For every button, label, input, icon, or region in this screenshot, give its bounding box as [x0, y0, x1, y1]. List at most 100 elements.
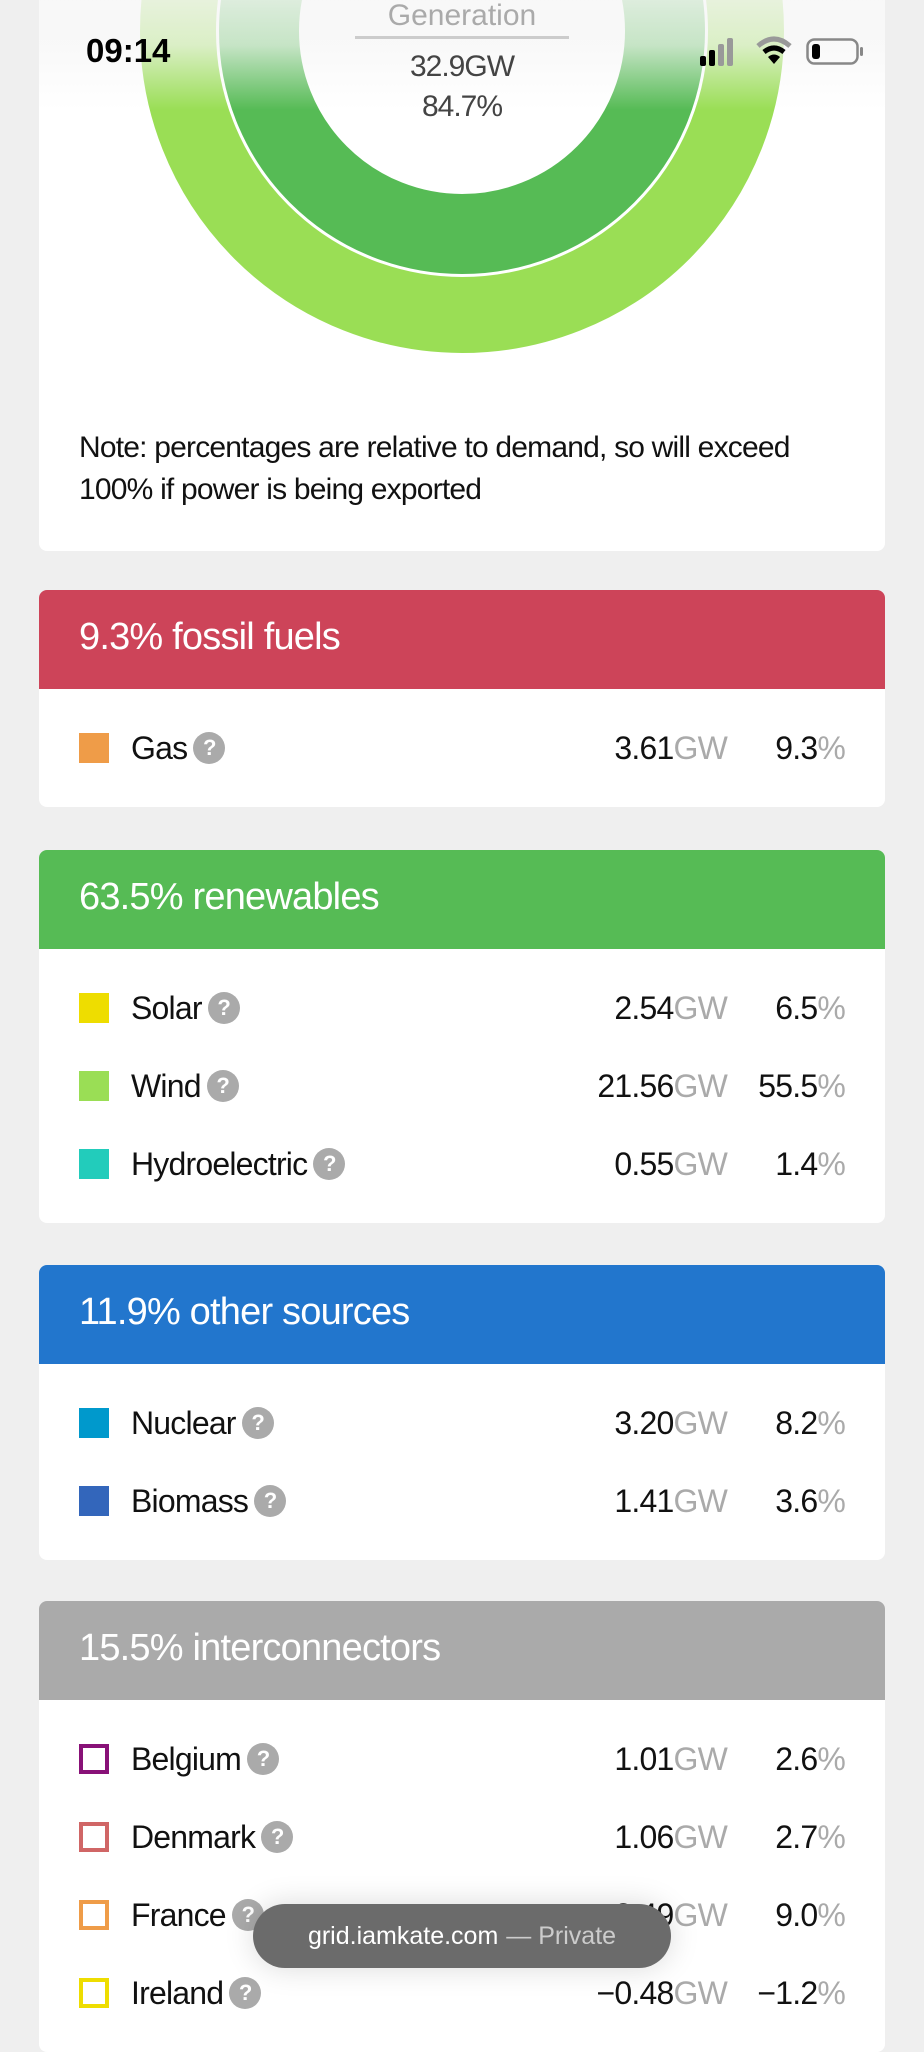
color-swatch	[79, 1149, 109, 1179]
help-icon[interactable]: ?	[313, 1148, 346, 1180]
power-value: 1.01GW	[577, 1741, 727, 1778]
help-icon[interactable]: ?	[193, 732, 226, 764]
gw-number: 3.61	[614, 729, 674, 766]
gw-unit: GW	[673, 1404, 728, 1441]
percent-value: 2.6%	[727, 1740, 846, 1778]
group-header: 15.5% interconnectors	[39, 1601, 885, 1700]
percent-number: 1.4	[775, 1145, 818, 1182]
generation-card: Generation 32.9GW 84.7% Note: percentage…	[39, 0, 885, 551]
gw-number: 1.01	[614, 1740, 674, 1777]
group-card-fossil-fuels: 9.3% fossil fuels Gas ? 3.61GW 9.3%	[39, 590, 885, 807]
percent-number: 9.0	[775, 1896, 818, 1933]
gw-unit: GW	[673, 989, 728, 1026]
battery-icon	[806, 38, 863, 65]
source-name: Ireland	[131, 1974, 224, 2011]
power-value: 3.61GW	[577, 730, 727, 767]
color-swatch	[79, 1978, 109, 2008]
power-value: 2.54GW	[577, 990, 727, 1027]
gw-unit: GW	[673, 1974, 728, 2011]
wifi-icon	[756, 36, 792, 64]
group-card-renewables: 63.5% renewables Solar ? 2.54GW 6.5% Win…	[39, 850, 885, 1223]
gw-number: 1.41	[614, 1482, 674, 1519]
group-header: 11.9% other sources	[39, 1265, 885, 1364]
help-icon[interactable]: ?	[254, 1485, 287, 1517]
percent-unit: %	[817, 1740, 845, 1777]
source-name: Hydroelectric	[131, 1145, 308, 1182]
gw-number: 1.06	[614, 1818, 674, 1855]
color-swatch	[79, 1486, 109, 1516]
help-icon[interactable]: ?	[206, 1070, 239, 1102]
source-row: Solar ? 2.54GW 6.5%	[39, 969, 885, 1047]
percent-unit: %	[817, 1067, 845, 1104]
url-domain: grid.iamkate.com	[307, 1921, 499, 1950]
source-row: Wind ? 21.56GW 55.5%	[39, 1047, 885, 1125]
percent-number: 3.6	[775, 1482, 818, 1519]
help-icon[interactable]: ?	[207, 992, 240, 1024]
source-row: Belgium ? 1.01GW 2.6%	[39, 1720, 885, 1798]
percent-unit: %	[817, 989, 845, 1026]
source-name: Biomass	[131, 1482, 249, 1519]
percent-number: 2.7	[775, 1818, 818, 1855]
color-swatch	[79, 1900, 109, 1930]
percent-value: 9.0%	[727, 1896, 846, 1934]
group-header: 63.5% renewables	[39, 850, 885, 949]
percent-value: 55.5%	[727, 1067, 846, 1105]
source-name: Denmark	[131, 1818, 256, 1855]
percent-unit: %	[817, 1974, 845, 2011]
percent-number: 9.3	[775, 729, 818, 766]
gw-unit: GW	[673, 1067, 728, 1104]
source-row: Gas ? 3.61GW 9.3%	[39, 709, 885, 787]
power-value: −0.48GW	[577, 1974, 728, 2012]
generation-percent: 84.7%	[421, 90, 503, 123]
help-icon[interactable]: ?	[241, 1407, 274, 1439]
percent-unit: %	[817, 1818, 845, 1855]
group-card-other-sources: 11.9% other sources Nuclear ? 3.20GW 8.2…	[39, 1265, 885, 1560]
percent-unit: %	[817, 1896, 845, 1933]
source-row: Biomass ? 1.41GW 3.6%	[39, 1462, 885, 1540]
source-name: Gas	[131, 729, 188, 766]
percent-value: 8.2%	[727, 1404, 846, 1442]
power-value: 1.41GW	[577, 1483, 727, 1520]
group-header: 9.3% fossil fuels	[39, 590, 885, 689]
gw-number: −0.48	[596, 1974, 675, 2011]
gw-number: 21.56	[597, 1067, 674, 1104]
percent-value: −1.2%	[727, 1975, 845, 2012]
source-name: Belgium	[131, 1740, 242, 1777]
percent-unit: %	[817, 1145, 845, 1182]
percent-value: 2.7%	[727, 1818, 846, 1856]
help-icon[interactable]: ?	[229, 1977, 262, 2009]
source-name: Solar	[131, 989, 203, 1026]
group-card-interconnectors: 15.5% interconnectors Belgium ? 1.01GW 2…	[39, 1601, 885, 2052]
percent-unit: %	[817, 729, 845, 766]
color-swatch	[79, 1744, 109, 1774]
color-swatch	[79, 1822, 109, 1852]
color-swatch	[79, 1071, 109, 1101]
source-row: Denmark ? 1.06GW 2.7%	[39, 1798, 885, 1876]
percent-number: 55.5	[758, 1067, 818, 1104]
status-bar: 09:14	[0, 0, 924, 69]
source-name: Nuclear	[131, 1404, 236, 1441]
percent-unit: %	[817, 1404, 845, 1441]
percent-value: 6.5%	[727, 989, 846, 1027]
source-row: Hydroelectric ? 0.55GW 1.4%	[39, 1125, 885, 1203]
power-value: 3.20GW	[577, 1405, 727, 1442]
gw-unit: GW	[673, 1896, 728, 1933]
color-swatch	[79, 733, 109, 763]
gw-number: 2.54	[614, 989, 674, 1026]
percent-number: 8.2	[775, 1404, 818, 1441]
gw-unit: GW	[673, 729, 728, 766]
gw-unit: GW	[673, 1482, 728, 1519]
gw-number: 0.55	[614, 1145, 674, 1182]
note-text: Note: percentages are relative to demand…	[79, 431, 790, 506]
color-swatch	[79, 1408, 109, 1438]
percent-value: 1.4%	[727, 1145, 846, 1183]
browser-url-pill[interactable]: grid.iamkate.com — Private	[253, 1904, 671, 1968]
power-value: 21.56GW	[577, 1068, 727, 1105]
status-bar-fade	[39, 0, 885, 110]
clock: 09:14	[86, 32, 171, 69]
help-icon[interactable]: ?	[247, 1743, 280, 1775]
source-name: Wind	[131, 1067, 202, 1104]
generation-total: 32.9GW	[409, 50, 515, 83]
signal-icon	[700, 38, 733, 66]
help-icon[interactable]: ?	[261, 1821, 294, 1853]
